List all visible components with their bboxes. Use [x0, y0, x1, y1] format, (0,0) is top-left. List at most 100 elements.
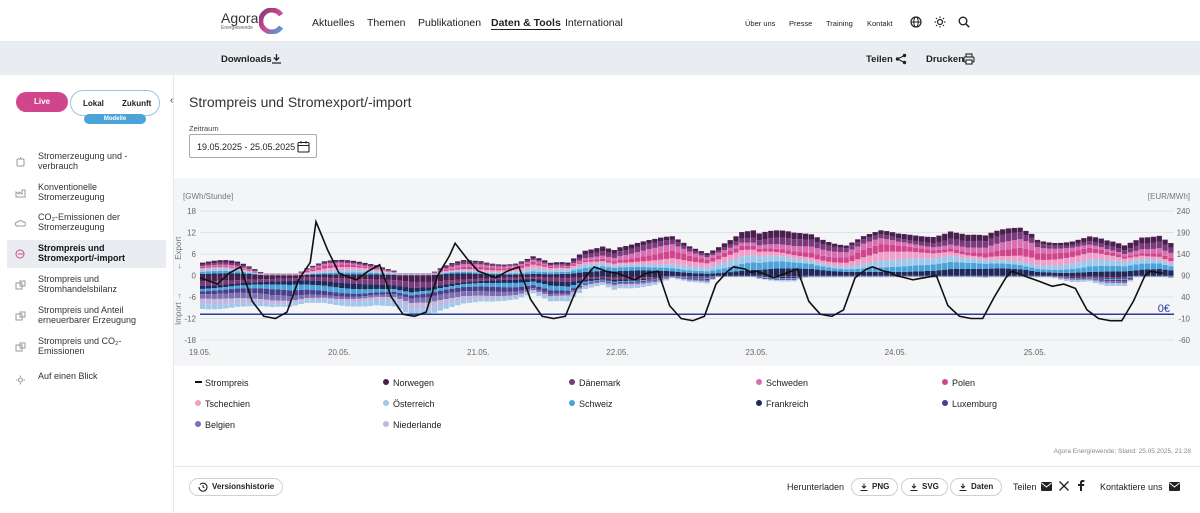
export-bar-segment — [675, 259, 681, 265]
export-bar-segment — [820, 239, 826, 245]
export-bar-segment — [831, 268, 838, 272]
sidebar-item-label: CO₂-Emissionen der Stromerzeugung — [38, 212, 121, 232]
legend-marker — [756, 400, 762, 406]
nav-international[interactable]: International — [565, 17, 623, 29]
export-bar-segment — [976, 263, 983, 269]
legend-item[interactable]: Österreich — [383, 399, 435, 409]
x-twitter-icon[interactable] — [1059, 481, 1069, 491]
sidebar-item-erneuerbare[interactable]: Strompreis und Anteil erneuerbarer Erzeu… — [7, 302, 166, 330]
export-bar-segment — [913, 240, 919, 245]
export-bar-segment — [310, 267, 316, 270]
export-bar-segment — [884, 260, 890, 268]
sidebar-item-konventionelle[interactable]: Konventionelle Stromerzeugung — [7, 179, 166, 207]
email-icon[interactable] — [1041, 482, 1052, 491]
export-bar-segment — [547, 266, 554, 269]
import-bar-segment — [315, 275, 322, 278]
export-bar-segment — [1162, 255, 1168, 260]
nav-ueber-uns[interactable]: Über uns — [745, 19, 776, 28]
share-link[interactable]: Teilen — [866, 54, 893, 65]
email-icon[interactable] — [1169, 482, 1180, 491]
export-bar-segment — [1162, 264, 1168, 270]
export-bar-segment — [478, 273, 484, 276]
legend-item[interactable]: Polen — [942, 378, 975, 388]
legend-item[interactable]: Dänemark — [569, 378, 621, 388]
toggle-live[interactable]: Live — [16, 92, 68, 112]
legend-item[interactable]: Schweden — [756, 378, 808, 388]
export-bar-segment — [1145, 256, 1151, 260]
export-bar-segment — [489, 263, 496, 265]
legend-item[interactable]: Norwegen — [383, 378, 434, 388]
download-data-button[interactable]: Daten — [950, 478, 1003, 496]
import-bar-segment — [478, 290, 484, 296]
legend-item[interactable]: Niederlande — [383, 420, 442, 430]
export-bar-segment — [930, 253, 936, 259]
share-icon[interactable] — [895, 53, 907, 65]
export-bar-segment — [669, 264, 675, 269]
sidebar-item-stromerzeugung[interactable]: Stromerzeugung und -verbrauch — [7, 148, 166, 176]
download-icon[interactable] — [271, 53, 282, 64]
sidebar-item-auf-einen-blick[interactable]: Auf einen Blick — [7, 366, 166, 394]
nav-publikationen[interactable]: Publikationen — [418, 17, 482, 29]
date-range-input[interactable]: 19.05.2025 - 25.05.2025 — [189, 134, 317, 158]
nav-kontakt[interactable]: Kontakt — [867, 19, 893, 28]
download-png-button[interactable]: PNG — [851, 478, 899, 496]
export-bar-segment — [1034, 242, 1041, 248]
sidebar-item-co2-emissionen[interactable]: CO₂-Emissionen der Stromerzeugung — [7, 209, 166, 237]
sidebar-collapse-icon[interactable]: ‹ — [170, 95, 174, 106]
export-bar-segment — [617, 259, 623, 263]
import-bar-segment — [373, 292, 380, 295]
legend-item[interactable]: Frankreich — [756, 399, 809, 409]
download-icon — [910, 483, 918, 491]
import-bar-segment — [414, 291, 420, 295]
import-bar-segment — [640, 278, 646, 281]
import-bar-segment — [640, 280, 646, 282]
import-bar-segment — [785, 278, 791, 280]
import-bar-segment — [472, 278, 478, 282]
export-bar-segment — [437, 274, 443, 276]
legend-item[interactable]: Luxemburg — [942, 399, 997, 409]
version-history-button[interactable]: Versionshistorie — [189, 478, 284, 496]
import-bar-segment — [402, 296, 409, 301]
toggle-zukunft[interactable]: Zukunft — [122, 99, 152, 108]
import-bar-segment — [310, 275, 316, 278]
export-bar-segment — [773, 237, 780, 245]
nav-presse[interactable]: Presse — [789, 19, 813, 28]
legend-item[interactable]: Schweiz — [569, 399, 613, 409]
export-bar-segment — [895, 233, 902, 239]
export-bar-segment — [1104, 251, 1110, 255]
sidebar-item-strompreis-export[interactable]: Strompreis und Stromexport/-import — [7, 240, 166, 268]
calendar-icon[interactable] — [297, 140, 310, 153]
printer-icon[interactable] — [963, 53, 975, 65]
toggle-lokal[interactable]: Lokal — [83, 99, 104, 108]
nav-themen[interactable]: Themen — [367, 17, 406, 29]
globe-icon[interactable] — [910, 16, 922, 28]
sidebar-item-co2-strompreis[interactable]: Strompreis und CO₂-Emissionen — [7, 333, 166, 361]
export-bar-segment — [1063, 269, 1070, 273]
downloads-link[interactable]: Downloads — [221, 54, 272, 65]
export-bar-segment — [1075, 243, 1081, 247]
legend-item[interactable]: Strompreis — [195, 378, 249, 388]
export-bar-segment — [750, 230, 757, 238]
facebook-icon[interactable] — [1077, 480, 1085, 491]
contact-label[interactable]: Kontaktiere uns — [1100, 482, 1163, 492]
nav-daten-tools[interactable]: Daten & Tools — [491, 17, 561, 29]
legend-item[interactable]: Tschechien — [195, 399, 250, 409]
import-bar-segment — [698, 281, 704, 283]
export-bar-segment — [953, 256, 959, 263]
import-bar-segment — [252, 275, 258, 280]
export-bar-segment — [687, 246, 693, 249]
export-bar-segment — [889, 244, 896, 252]
theme-sun-icon[interactable] — [934, 16, 946, 28]
import-bar-segment — [402, 294, 409, 297]
search-icon[interactable] — [958, 16, 970, 28]
export-bar-segment — [344, 272, 351, 275]
sidebar-item-handelsbilanz[interactable]: Strompreis und Stromhandelsbilanz — [7, 271, 166, 299]
import-bar-segment — [362, 289, 368, 294]
download-svg-button[interactable]: SVG — [901, 478, 948, 496]
legend-item[interactable]: Belgien — [195, 420, 235, 430]
import-bar-segment — [368, 301, 374, 306]
export-bar-segment — [924, 246, 930, 250]
nav-training[interactable]: Training — [826, 19, 853, 28]
nav-aktuelles[interactable]: Aktuelles — [312, 17, 355, 29]
print-link[interactable]: Drucken — [926, 54, 965, 65]
